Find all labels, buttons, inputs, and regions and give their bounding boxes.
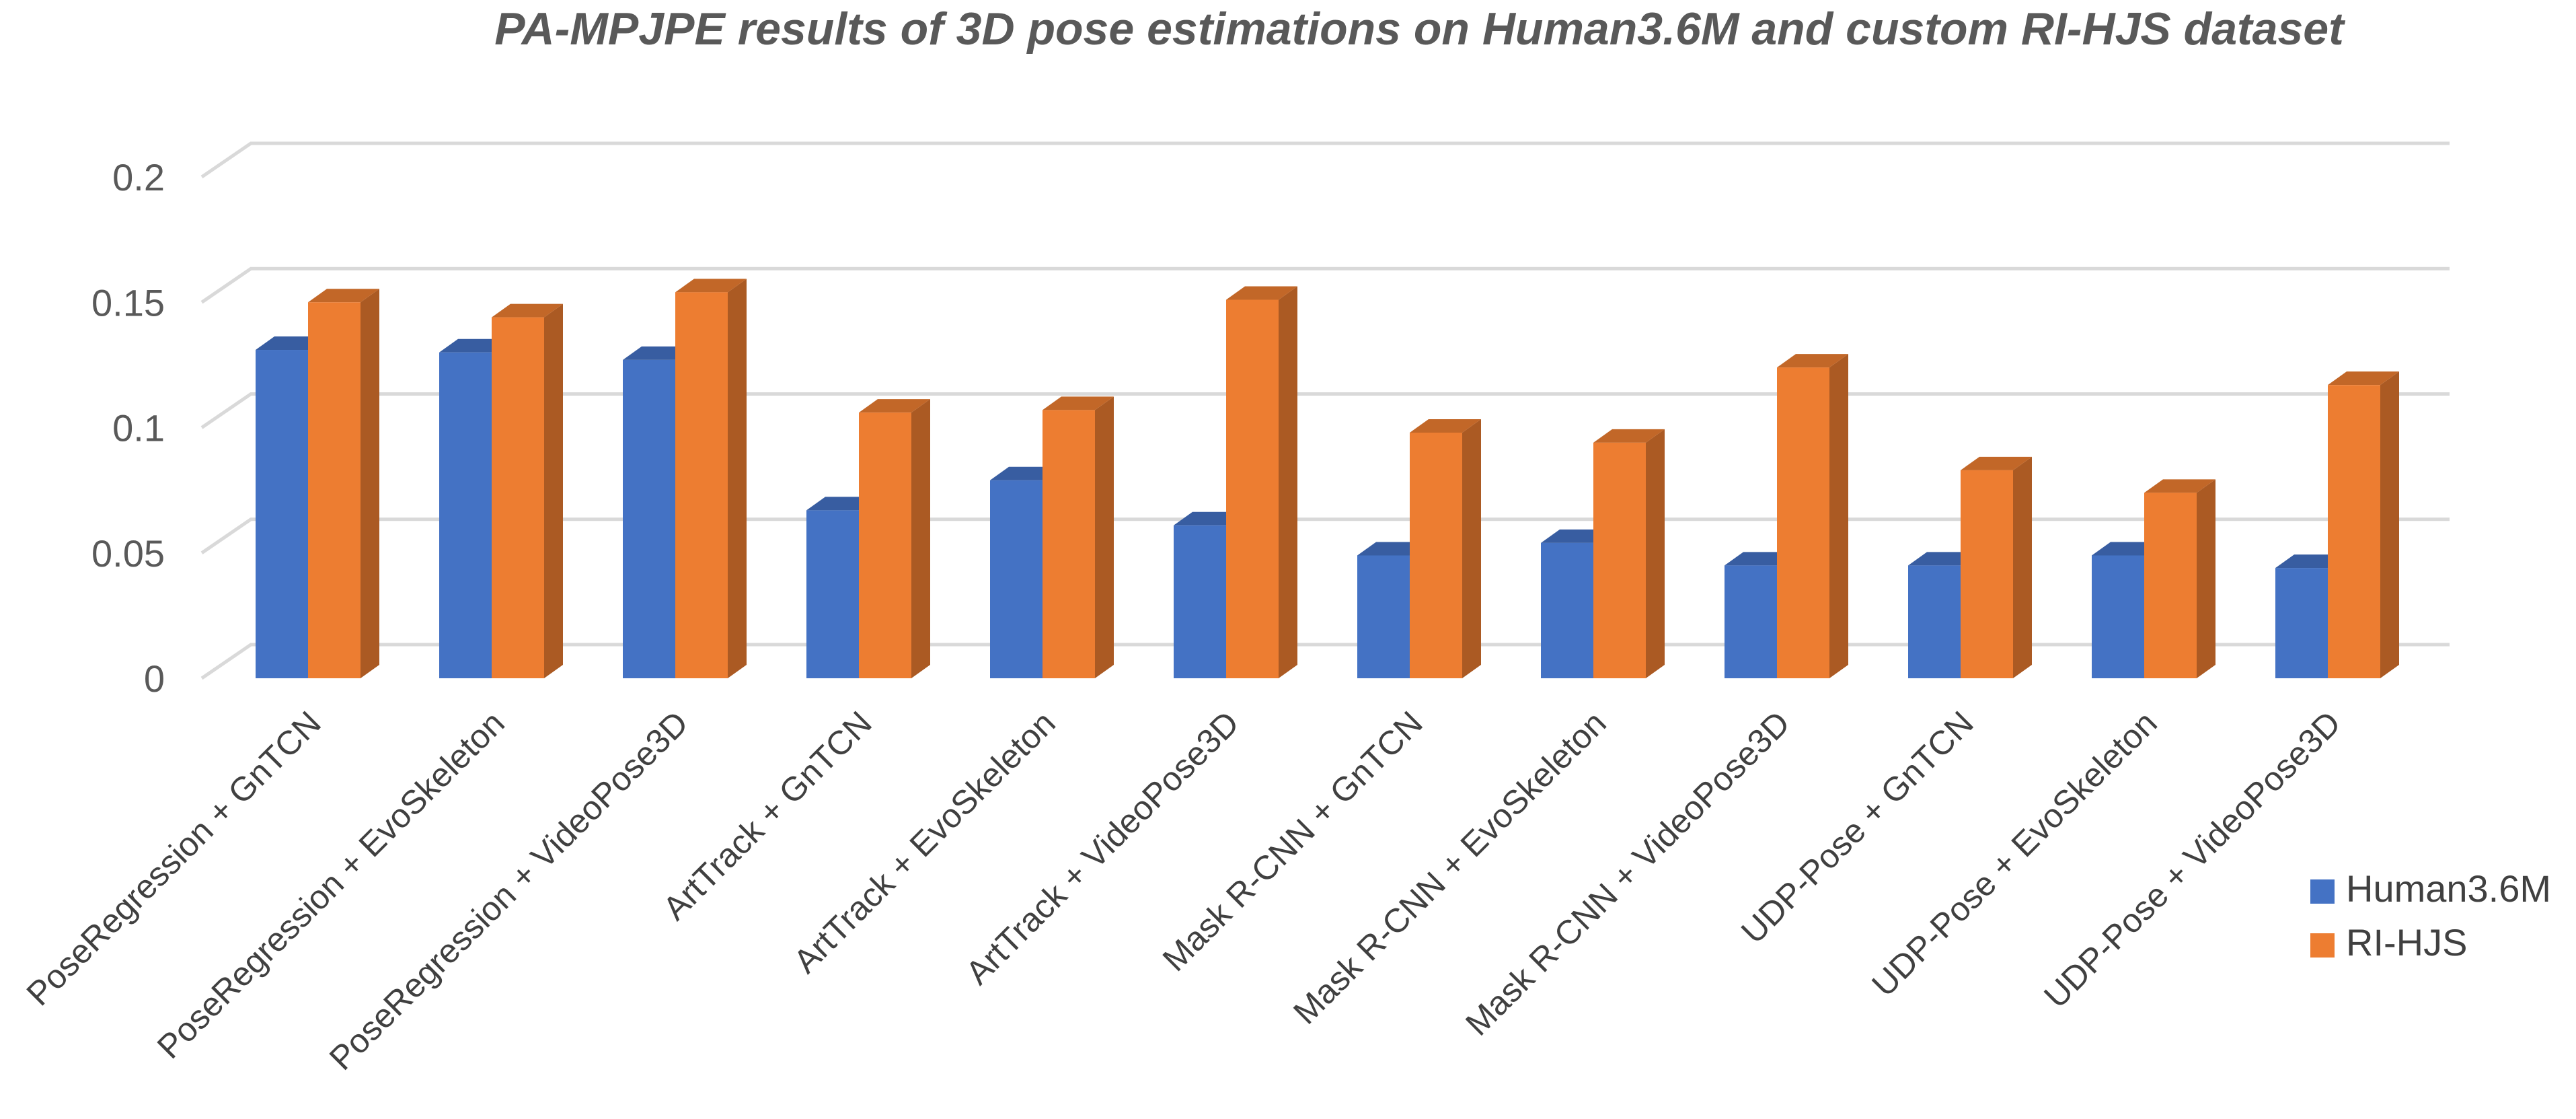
bar [2144, 479, 2215, 678]
bar-front-face [256, 350, 308, 678]
gridline [200, 141, 2450, 179]
bar [492, 303, 563, 679]
legend-label: Human3.6M [2346, 867, 2551, 910]
bar [675, 279, 747, 679]
bar-top-face [675, 279, 747, 293]
bar-top-face [1777, 354, 1848, 368]
gridline [200, 392, 2450, 429]
legend: Human3.6M RI-HJS [2310, 867, 2551, 964]
bar-front-face [439, 352, 492, 678]
bar-side-face [2013, 456, 2032, 678]
bar-front-face [2328, 385, 2380, 678]
x-tick-label: Mask R-CNN + EvoSkeleton [1286, 704, 1614, 1032]
bar [2328, 371, 2399, 678]
bar-front-face [1357, 555, 1410, 678]
bar-front-face [1908, 565, 1961, 678]
bar-front-face [859, 412, 911, 678]
bar-top-face [859, 399, 930, 413]
bar-front-face [2092, 555, 2144, 678]
bar-side-face [1279, 286, 1297, 678]
y-tick-label: 0.1 [112, 407, 165, 449]
bar-front-face [1777, 367, 1829, 678]
legend-label: RI-HJS [2346, 921, 2467, 964]
gridline [200, 517, 2450, 554]
bar [1961, 456, 2032, 678]
bar-front-face [1043, 410, 1095, 678]
bar-top-face [308, 289, 379, 303]
bar-top-face [1410, 419, 1481, 433]
y-axis-ticks: 0 0.05 0.1 0.15 0.2 [91, 156, 165, 700]
bar-front-face [990, 480, 1043, 678]
bar-side-face [1095, 396, 1114, 678]
bar [859, 399, 930, 678]
bar-side-face [728, 279, 747, 679]
bar-front-face [806, 510, 859, 678]
bar-front-face [1410, 432, 1462, 678]
bar-top-face [2144, 479, 2215, 493]
bar-side-face [2380, 371, 2399, 678]
bar [1777, 354, 1848, 678]
bar [1043, 396, 1114, 678]
legend-swatch [2310, 933, 2335, 958]
chart-title: PA-MPJPE results of 3D pose estimations … [494, 3, 2345, 55]
bar-top-face [1961, 456, 2032, 470]
bar-front-face [2275, 568, 2328, 678]
x-tick-label: Mask R-CNN + VideoPose3D [1458, 704, 1797, 1043]
bar-front-face [492, 317, 544, 679]
bar [308, 289, 379, 678]
bar-top-face [1593, 429, 1665, 443]
y-tick-label: 0.15 [91, 281, 165, 324]
bars [256, 279, 2399, 679]
bar-front-face [1593, 442, 1646, 678]
bar-side-face [361, 289, 379, 678]
bar-side-face [1646, 429, 1665, 678]
y-tick-label: 0 [144, 657, 165, 700]
bar-front-face [1725, 565, 1777, 678]
bar-front-face [623, 359, 675, 678]
bar-side-face [2197, 479, 2215, 678]
y-tick-label: 0.2 [112, 156, 165, 198]
bar-front-face [675, 292, 728, 679]
x-tick-label: PoseRegression + GnTCN [20, 704, 328, 1013]
x-tick-label: UDP-Pose + VideoPose3D [2037, 704, 2347, 1015]
bar [1226, 286, 1297, 678]
bar-front-face [308, 302, 361, 678]
legend-swatch [2310, 879, 2335, 904]
bar-side-face [544, 303, 563, 679]
bar-front-face [1541, 542, 1593, 678]
bar-front-face [1174, 525, 1226, 678]
bar-side-face [1829, 354, 1848, 678]
bar-front-face [2144, 493, 2197, 678]
bar-side-face [911, 399, 930, 678]
bar-side-face [1462, 419, 1481, 678]
bar-top-face [1226, 286, 1297, 300]
y-tick-label: 0.05 [91, 532, 165, 575]
x-tick-label: PoseRegression + VideoPose3D [322, 704, 695, 1077]
x-tick-label: PoseRegression + EvoSkeleton [150, 704, 512, 1066]
bar [1410, 419, 1481, 678]
bar-front-face [1226, 299, 1279, 678]
bar-top-face [1043, 396, 1114, 410]
bar-front-face [1961, 470, 2013, 678]
gridline [200, 266, 2450, 304]
bar-top-face [2328, 371, 2399, 386]
bar [1593, 429, 1665, 678]
bar-top-face [492, 303, 563, 318]
gridlines [200, 141, 2450, 680]
gridline [200, 643, 2450, 680]
